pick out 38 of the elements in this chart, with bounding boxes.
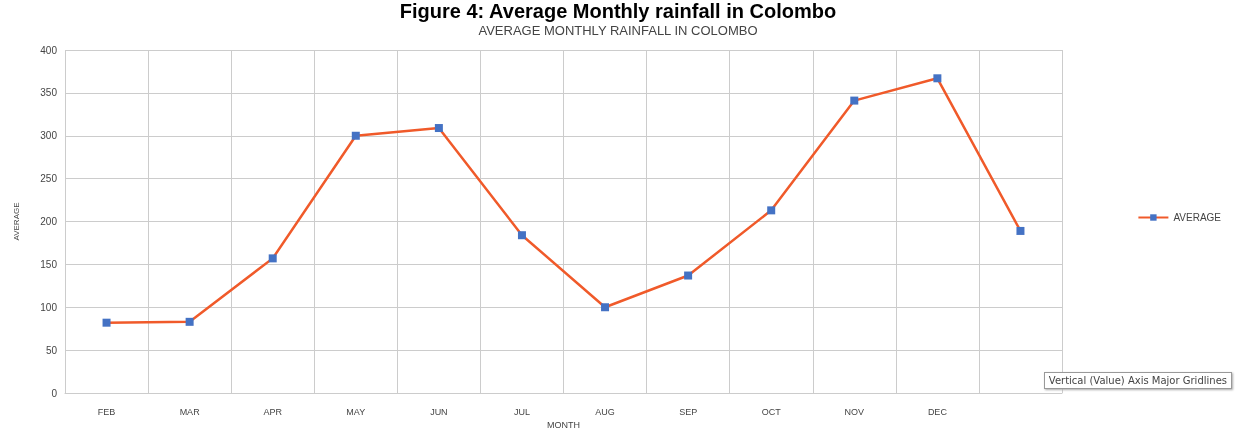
y-axis-title: AVERAGE xyxy=(11,202,21,241)
point xyxy=(102,318,111,327)
point xyxy=(933,74,942,83)
annotation: Vertical (Value) Axis Major Gridlines xyxy=(1043,372,1232,389)
x-tick-label: SEP xyxy=(679,406,698,417)
point xyxy=(684,271,693,280)
chart-title: Figure 4: Average Monthly rainfall in Colombo xyxy=(399,0,837,22)
point xyxy=(268,254,277,263)
point xyxy=(185,317,194,326)
y-tick-label: 250 xyxy=(40,173,58,185)
chart-subtitle: AVERAGE MONTHLY RAINFALL IN COLOMBO xyxy=(478,23,758,38)
point xyxy=(767,206,776,215)
point xyxy=(434,124,443,133)
x-tick-label: AUG xyxy=(595,406,615,417)
x-tick-label: APR xyxy=(263,406,283,417)
y-tick-label: 50 xyxy=(45,344,58,356)
y-tick-label: 300 xyxy=(40,130,58,142)
x-tick-label: JUL xyxy=(513,406,530,417)
x-tick-label: MAY xyxy=(346,406,366,417)
x-tick-label: DEC xyxy=(927,406,948,417)
x-axis-title: MONTH xyxy=(547,420,580,431)
x-tick-label: OCT xyxy=(761,406,782,417)
point xyxy=(850,96,859,105)
y-tick-label: 0 xyxy=(51,387,58,399)
point xyxy=(351,131,360,140)
y-tick-label: 400 xyxy=(40,44,58,56)
x-tick-label: MAR xyxy=(179,406,201,417)
x-tick-label: JUN xyxy=(430,406,448,417)
y-tick-label: 350 xyxy=(40,87,58,99)
point xyxy=(517,231,526,240)
y-tick-label: 100 xyxy=(40,301,58,313)
x-tick-label: FEB xyxy=(97,406,116,417)
point xyxy=(1016,226,1025,235)
point xyxy=(601,303,610,312)
legend-label: AVERAGE xyxy=(1173,212,1222,223)
y-tick-label: 150 xyxy=(40,258,58,270)
x-tick-label: NOV xyxy=(844,406,865,417)
y-tick-label: 200 xyxy=(40,216,58,227)
